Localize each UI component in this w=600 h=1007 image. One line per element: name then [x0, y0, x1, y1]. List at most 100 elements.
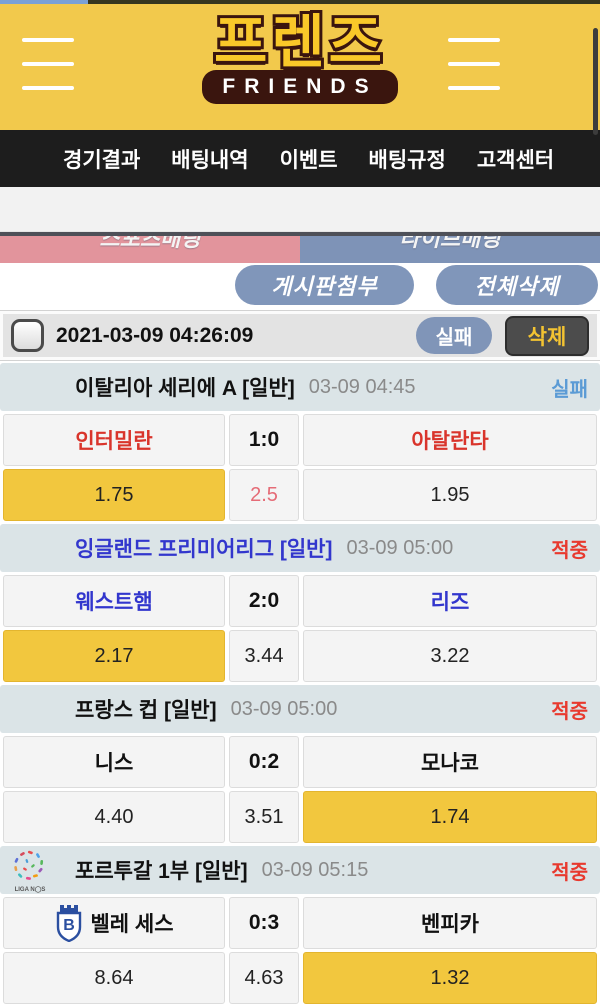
tab-live-betting[interactable]: 라이브배팅 — [300, 232, 600, 263]
match-time: 03-09 05:00 — [346, 536, 454, 559]
betting-tabs: 스포츠배팅 라이브배팅 — [0, 232, 600, 263]
match-time: 03-09 04:45 — [308, 375, 416, 398]
odds-row: 4.40 3.51 1.74 — [0, 791, 600, 843]
hamburger-bar — [22, 38, 74, 42]
tab-sports-label: 스포츠배팅 — [99, 232, 201, 251]
top-strip-dark-segment — [88, 0, 600, 4]
home-team-name: 인터밀란 — [75, 430, 153, 453]
nav-item-customer-center[interactable]: 고객센터 — [476, 148, 555, 172]
league-header-row: 프랑스 컵 [일반] 03-09 05:00 적중 — [0, 685, 600, 733]
league-name: 잉글랜드 프리미어리그 [일반] — [75, 538, 333, 561]
site-logo[interactable]: 프렌즈 FRIENDS — [0, 7, 600, 104]
home-odds-cell: 4.40 — [3, 791, 225, 843]
hamburger-bar — [448, 62, 500, 66]
nav-item-events[interactable]: 이벤트 — [279, 148, 338, 172]
main-nav: 경기결과 배팅내역 이벤트 배팅규정 고객센터 — [0, 130, 600, 187]
odds-row: 2.17 3.44 3.22 — [0, 630, 600, 682]
bet-slip-header: 2021-03-09 04:26:09 실패 삭제 — [0, 310, 600, 361]
teams-row: 인터밀란 1:0 아탈란타 — [0, 414, 600, 466]
home-team-name: 니스 — [94, 752, 134, 775]
away-odds-cell: 1.95 — [303, 469, 597, 521]
score-cell: 0:2 — [229, 736, 299, 788]
board-attach-button[interactable]: 게시판첨부 — [235, 264, 414, 305]
home-team-cell: B 벨레 세스 — [3, 897, 225, 949]
league-name: 프랑스 컵 [일반] — [75, 699, 217, 722]
draw-odds-cell: 2.5 — [229, 469, 299, 521]
home-team-badge-icon: B — [54, 904, 84, 942]
score-cell: 2:0 — [229, 575, 299, 627]
match-time: 03-09 05:00 — [230, 697, 338, 720]
away-team-name: 리즈 — [430, 591, 470, 614]
home-team-cell: 니스 — [3, 736, 225, 788]
teams-row: 니스 0:2 모나코 — [0, 736, 600, 788]
site-header: 프렌즈 FRIENDS — [0, 4, 600, 130]
bet-status-badge: 실패 — [416, 317, 492, 354]
home-team-cell: 인터밀란 — [3, 414, 225, 466]
bet-delete-button[interactable]: 삭제 — [505, 315, 589, 356]
away-odds-cell: 3.22 — [303, 630, 597, 682]
menu-hamburger-icon-right[interactable] — [448, 38, 500, 90]
away-team-cell: 벤피카 — [303, 897, 597, 949]
away-team-name: 벤피카 — [421, 913, 479, 936]
away-team-cell: 아탈란타 — [303, 414, 597, 466]
liga-nos-logo-icon: LIGA N◯S — [8, 848, 52, 894]
odds-row: 8.64 4.63 1.32 — [0, 952, 600, 1004]
match-result-badge: 실패 — [551, 378, 588, 401]
score-cell: 0:3 — [229, 897, 299, 949]
match-time: 03-09 05:15 — [261, 858, 369, 881]
logo-english-text: FRIENDS — [222, 75, 378, 98]
away-team-name: 아탈란타 — [411, 430, 489, 453]
top-strip-blue-segment — [0, 0, 88, 4]
menu-hamburger-icon-left[interactable] — [22, 38, 74, 90]
draw-odds-cell: 4.63 — [229, 952, 299, 1004]
home-team-name: 웨스트햄 — [75, 591, 153, 614]
nav-item-results[interactable]: 경기결과 — [63, 148, 141, 172]
home-team-name: 벨레 세스 — [90, 913, 174, 936]
home-odds-cell: 2.17 — [3, 630, 225, 682]
svg-text:LIGA N◯S: LIGA N◯S — [15, 886, 46, 893]
match-result-badge: 적중 — [551, 539, 588, 562]
draw-odds-cell: 3.51 — [229, 791, 299, 843]
league-header-row: LIGA N◯S 포르투갈 1부 [일반] 03-09 05:15 적중 — [0, 846, 600, 894]
list-toolbar: 게시판첨부 전체삭제 — [0, 263, 600, 306]
home-team-cell: 웨스트햄 — [3, 575, 225, 627]
scrollbar-thumb[interactable] — [593, 28, 598, 135]
tab-live-label: 라이브배팅 — [399, 232, 501, 251]
home-odds-cell: 8.64 — [3, 952, 225, 1004]
bet-select-checkbox[interactable] — [11, 319, 44, 352]
away-team-cell: 모나코 — [303, 736, 597, 788]
logo-english-box: FRIENDS — [202, 70, 398, 104]
top-status-strip — [0, 0, 600, 4]
league-header-row: 잉글랜드 프리미어리그 [일반] 03-09 05:00 적중 — [0, 524, 600, 572]
hamburger-bar — [448, 38, 500, 42]
sub-header-band — [0, 187, 600, 232]
match-section: LIGA N◯S 포르투갈 1부 [일반] 03-09 05:15 적중 B 벨… — [0, 846, 600, 1004]
tab-sports-betting[interactable]: 스포츠배팅 — [0, 232, 300, 263]
draw-odds-cell: 3.44 — [229, 630, 299, 682]
nav-item-bet-history[interactable]: 배팅내역 — [171, 148, 249, 172]
svg-text:B: B — [64, 917, 76, 934]
teams-row: 웨스트햄 2:0 리즈 — [0, 575, 600, 627]
away-odds-cell: 1.32 — [303, 952, 597, 1004]
away-odds-cell: 1.74 — [303, 791, 597, 843]
nav-item-bet-rules[interactable]: 배팅규정 — [368, 148, 446, 172]
logo-korean-text: 프렌즈 — [211, 7, 387, 78]
delete-all-button[interactable]: 전체삭제 — [436, 264, 598, 305]
score-cell: 1:0 — [229, 414, 299, 466]
match-result-badge: 적중 — [551, 861, 588, 884]
match-result-badge: 적중 — [551, 700, 588, 723]
match-section: 잉글랜드 프리미어리그 [일반] 03-09 05:00 적중 웨스트햄 2:0… — [0, 524, 600, 682]
hamburger-bar — [22, 62, 74, 66]
away-team-cell: 리즈 — [303, 575, 597, 627]
teams-row: B 벨레 세스 0:3 벤피카 — [0, 897, 600, 949]
league-name: 이탈리아 세리에 A [일반] — [75, 377, 295, 400]
bet-timestamp: 2021-03-09 04:26:09 — [56, 323, 254, 347]
odds-row: 1.75 2.5 1.95 — [0, 469, 600, 521]
hamburger-bar — [448, 86, 500, 90]
away-team-name: 모나코 — [421, 752, 479, 775]
league-name: 포르투갈 1부 [일반] — [75, 860, 248, 883]
league-header-row: 이탈리아 세리에 A [일반] 03-09 04:45 실패 — [0, 363, 600, 411]
hamburger-bar — [22, 86, 74, 90]
match-section: 이탈리아 세리에 A [일반] 03-09 04:45 실패 인터밀란 1:0 … — [0, 363, 600, 521]
